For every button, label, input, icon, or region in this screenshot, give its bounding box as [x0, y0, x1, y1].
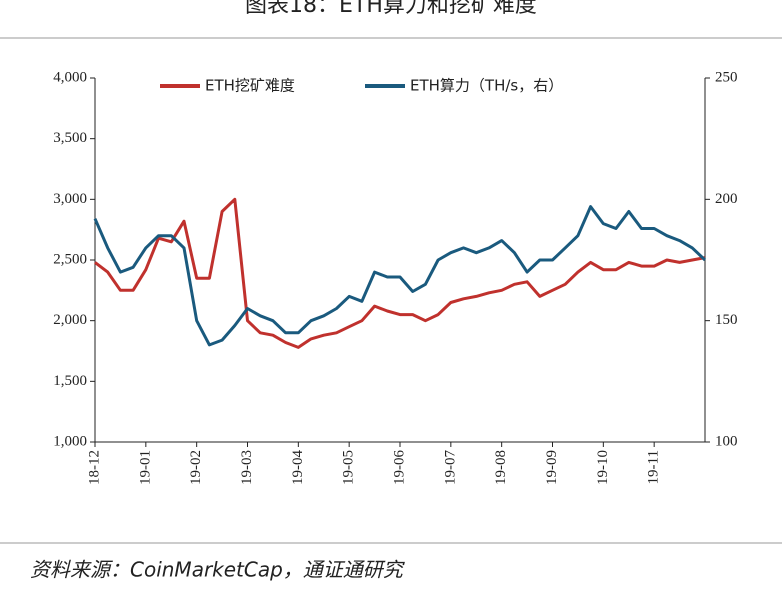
y-tick-label: 3,500	[53, 130, 87, 146]
x-tick-label: 19-01	[137, 450, 153, 485]
chart-title: 图表18：ETH算力和挖矿难度	[245, 0, 537, 18]
x-tick-label: 19-08	[493, 450, 509, 485]
y2-tick-label: 200	[715, 191, 738, 207]
x-tick-label: 19-03	[239, 450, 255, 485]
y2-tick-label: 150	[715, 312, 738, 328]
x-tick-label: 19-11	[646, 450, 662, 484]
data-line	[93, 205, 707, 347]
x-tick-label: 19-09	[544, 450, 560, 485]
y-tick-label: 2,000	[53, 312, 87, 328]
x-tick-label: 19-07	[442, 450, 458, 485]
y2-tick-label: 250	[715, 69, 738, 85]
y2-tick-label: 100	[715, 433, 738, 449]
y-tick-label: 1,000	[53, 433, 87, 449]
legend-label: ETH算力（TH/s，右）	[410, 77, 563, 95]
y-tick-label: 2,500	[53, 251, 87, 267]
y-tick-label: 1,500	[53, 373, 87, 389]
x-tick-label: 19-06	[391, 450, 407, 485]
x-tick-label: 18-12	[86, 450, 102, 485]
x-tick-label: 19-05	[341, 450, 357, 485]
x-tick-label: 19-10	[595, 450, 611, 485]
source-note: 资料来源：CoinMarketCap，通证通研究	[30, 558, 406, 582]
x-tick-label: 19-04	[290, 450, 306, 485]
x-tick-label: 19-02	[188, 450, 204, 485]
legend-label: ETH挖矿难度	[205, 77, 295, 95]
y-tick-label: 4,000	[53, 69, 87, 85]
y-tick-label: 3,000	[53, 191, 87, 207]
data-line	[94, 197, 706, 349]
